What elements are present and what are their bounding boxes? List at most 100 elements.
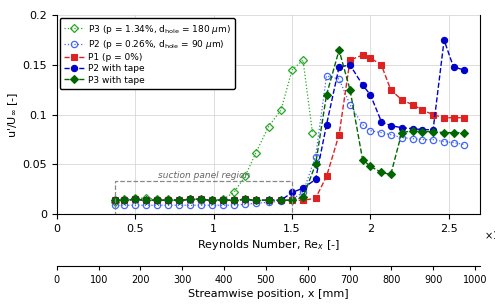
P2 with tape xyxy=(419,128,425,132)
P2 with tape xyxy=(441,38,447,42)
P3 (p = 1.34%, d$_\mathregular{hole}$ = 180 $\mu$m) xyxy=(187,197,193,201)
P1 (p = 0%) xyxy=(187,197,193,201)
P2 (p = 0.26%, d$_\mathregular{hole}$ = 90 $\mu$m) xyxy=(289,197,295,201)
P3 with tape xyxy=(220,198,226,202)
P3 (p = 1.34%, d$_\mathregular{hole}$ = 180 $\mu$m) xyxy=(176,198,182,202)
Text: suction panel region: suction panel region xyxy=(158,171,250,180)
Legend: P3 (p = 1.34%, d$_\mathregular{hole}$ = 180 $\mu$m), P2 (p = 0.26%, d$_\mathregu: P3 (p = 1.34%, d$_\mathregular{hole}$ = … xyxy=(59,18,235,89)
P3 with tape xyxy=(209,198,215,202)
P3 (p = 1.34%, d$_\mathregular{hole}$ = 180 $\mu$m) xyxy=(309,131,315,135)
P3 with tape xyxy=(231,198,237,202)
P2 with tape xyxy=(144,198,149,202)
Bar xyxy=(115,181,292,214)
P2 (p = 0.26%, d$_\mathregular{hole}$ = 90 $\mu$m) xyxy=(198,203,204,207)
P3 (p = 1.34%, d$_\mathregular{hole}$ = 180 $\mu$m) xyxy=(265,125,271,129)
P1 (p = 0%) xyxy=(324,174,330,178)
P3 with tape xyxy=(253,198,259,202)
P3 (p = 1.34%, d$_\mathregular{hole}$ = 180 $\mu$m) xyxy=(231,190,237,194)
P3 with tape xyxy=(242,197,248,201)
P3 (p = 1.34%, d$_\mathregular{hole}$ = 180 $\mu$m) xyxy=(253,151,259,154)
P2 with tape xyxy=(112,198,118,202)
P3 with tape xyxy=(198,197,204,201)
P2 (p = 0.26%, d$_\mathregular{hole}$ = 90 $\mu$m) xyxy=(187,203,193,207)
P2 with tape xyxy=(198,197,204,201)
P2 with tape xyxy=(367,93,373,97)
P2 (p = 0.26%, d$_\mathregular{hole}$ = 90 $\mu$m) xyxy=(165,203,171,207)
P3 (p = 1.34%, d$_\mathregular{hole}$ = 180 $\mu$m) xyxy=(121,197,127,201)
P3 with tape xyxy=(419,130,425,133)
Line: P3 (p = 1.34%, d$_\mathregular{hole}$ = 180 $\mu$m): P3 (p = 1.34%, d$_\mathregular{hole}$ = … xyxy=(112,57,315,205)
P3 with tape xyxy=(461,131,467,135)
P3 (p = 1.34%, d$_\mathregular{hole}$ = 180 $\mu$m) xyxy=(220,197,226,201)
P3 with tape xyxy=(450,131,456,135)
P3 (p = 1.34%, d$_\mathregular{hole}$ = 180 $\mu$m) xyxy=(209,198,215,202)
P2 (p = 0.26%, d$_\mathregular{hole}$ = 90 $\mu$m) xyxy=(347,103,353,107)
P2 (p = 0.26%, d$_\mathregular{hole}$ = 90 $\mu$m) xyxy=(388,133,394,136)
P3 with tape xyxy=(430,130,436,133)
P2 (p = 0.26%, d$_\mathregular{hole}$ = 90 $\mu$m) xyxy=(242,203,248,206)
P3 with tape xyxy=(176,198,182,202)
Line: P2 with tape: P2 with tape xyxy=(112,37,468,203)
P3 with tape xyxy=(165,198,171,202)
P3 (p = 1.34%, d$_\mathregular{hole}$ = 180 $\mu$m) xyxy=(132,196,138,200)
P1 (p = 0%) xyxy=(441,116,447,120)
P1 (p = 0%) xyxy=(367,56,373,60)
P3 with tape xyxy=(367,165,373,168)
P2 (p = 0.26%, d$_\mathregular{hole}$ = 90 $\mu$m) xyxy=(220,203,226,207)
P3 with tape xyxy=(187,197,193,201)
P2 (p = 0.26%, d$_\mathregular{hole}$ = 90 $\mu$m) xyxy=(154,203,160,207)
P3 (p = 1.34%, d$_\mathregular{hole}$ = 180 $\mu$m) xyxy=(144,196,149,200)
P3 (p = 1.34%, d$_\mathregular{hole}$ = 180 $\mu$m) xyxy=(278,108,284,112)
P2 with tape xyxy=(450,65,456,69)
P1 (p = 0%) xyxy=(289,198,295,202)
P1 (p = 0%) xyxy=(388,88,394,92)
P2 (p = 0.26%, d$_\mathregular{hole}$ = 90 $\mu$m) xyxy=(300,190,306,194)
Y-axis label: u'/U$_\infty$ [-]: u'/U$_\infty$ [-] xyxy=(6,91,20,138)
P3 with tape xyxy=(347,88,353,92)
P1 (p = 0%) xyxy=(265,198,271,202)
P2 (p = 0.26%, d$_\mathregular{hole}$ = 90 $\mu$m) xyxy=(336,77,342,81)
X-axis label: Reynolds Number, Re$_x$ [-]: Reynolds Number, Re$_x$ [-] xyxy=(197,238,340,252)
P3 with tape xyxy=(324,93,330,97)
P1 (p = 0%) xyxy=(450,116,456,120)
P2 (p = 0.26%, d$_\mathregular{hole}$ = 90 $\mu$m) xyxy=(231,203,237,207)
P2 (p = 0.26%, d$_\mathregular{hole}$ = 90 $\mu$m) xyxy=(419,138,425,141)
P3 (p = 1.34%, d$_\mathregular{hole}$ = 180 $\mu$m) xyxy=(112,200,118,204)
P2 (p = 0.26%, d$_\mathregular{hole}$ = 90 $\mu$m) xyxy=(144,203,149,207)
P2 with tape xyxy=(313,177,319,181)
P1 (p = 0%) xyxy=(220,198,226,202)
P2 (p = 0.26%, d$_\mathregular{hole}$ = 90 $\mu$m) xyxy=(313,155,319,159)
P2 with tape xyxy=(253,198,259,202)
P2 (p = 0.26%, d$_\mathregular{hole}$ = 90 $\mu$m) xyxy=(430,138,436,141)
P2 with tape xyxy=(220,198,226,202)
P3 (p = 1.34%, d$_\mathregular{hole}$ = 180 $\mu$m) xyxy=(242,174,248,178)
P1 (p = 0%) xyxy=(176,198,182,202)
P2 with tape xyxy=(378,120,384,124)
P1 (p = 0%) xyxy=(461,116,467,120)
P2 with tape xyxy=(430,128,436,132)
P1 (p = 0%) xyxy=(242,197,248,201)
P2 (p = 0.26%, d$_\mathregular{hole}$ = 90 $\mu$m) xyxy=(359,123,365,127)
P2 (p = 0.26%, d$_\mathregular{hole}$ = 90 $\mu$m) xyxy=(209,203,215,207)
P2 with tape xyxy=(359,83,365,87)
P2 (p = 0.26%, d$_\mathregular{hole}$ = 90 $\mu$m) xyxy=(367,129,373,132)
P3 with tape xyxy=(378,171,384,174)
P3 with tape xyxy=(336,48,342,52)
P2 with tape xyxy=(242,197,248,201)
P1 (p = 0%) xyxy=(278,198,284,202)
P2 with tape xyxy=(231,198,237,202)
P2 (p = 0.26%, d$_\mathregular{hole}$ = 90 $\mu$m) xyxy=(461,143,467,147)
P1 (p = 0%) xyxy=(253,198,259,202)
P2 (p = 0.26%, d$_\mathregular{hole}$ = 90 $\mu$m) xyxy=(441,140,447,144)
P2 (p = 0.26%, d$_\mathregular{hole}$ = 90 $\mu$m) xyxy=(378,131,384,135)
P1 (p = 0%) xyxy=(347,58,353,62)
P1 (p = 0%) xyxy=(430,113,436,117)
P3 with tape xyxy=(388,173,394,176)
X-axis label: Streamwise position, x [mm]: Streamwise position, x [mm] xyxy=(188,289,349,299)
P2 (p = 0.26%, d$_\mathregular{hole}$ = 90 $\mu$m) xyxy=(112,203,118,207)
P1 (p = 0%) xyxy=(231,198,237,202)
P2 (p = 0.26%, d$_\mathregular{hole}$ = 90 $\mu$m) xyxy=(410,137,416,140)
P1 (p = 0%) xyxy=(209,198,215,202)
P2 with tape xyxy=(187,197,193,201)
P2 with tape xyxy=(336,65,342,69)
